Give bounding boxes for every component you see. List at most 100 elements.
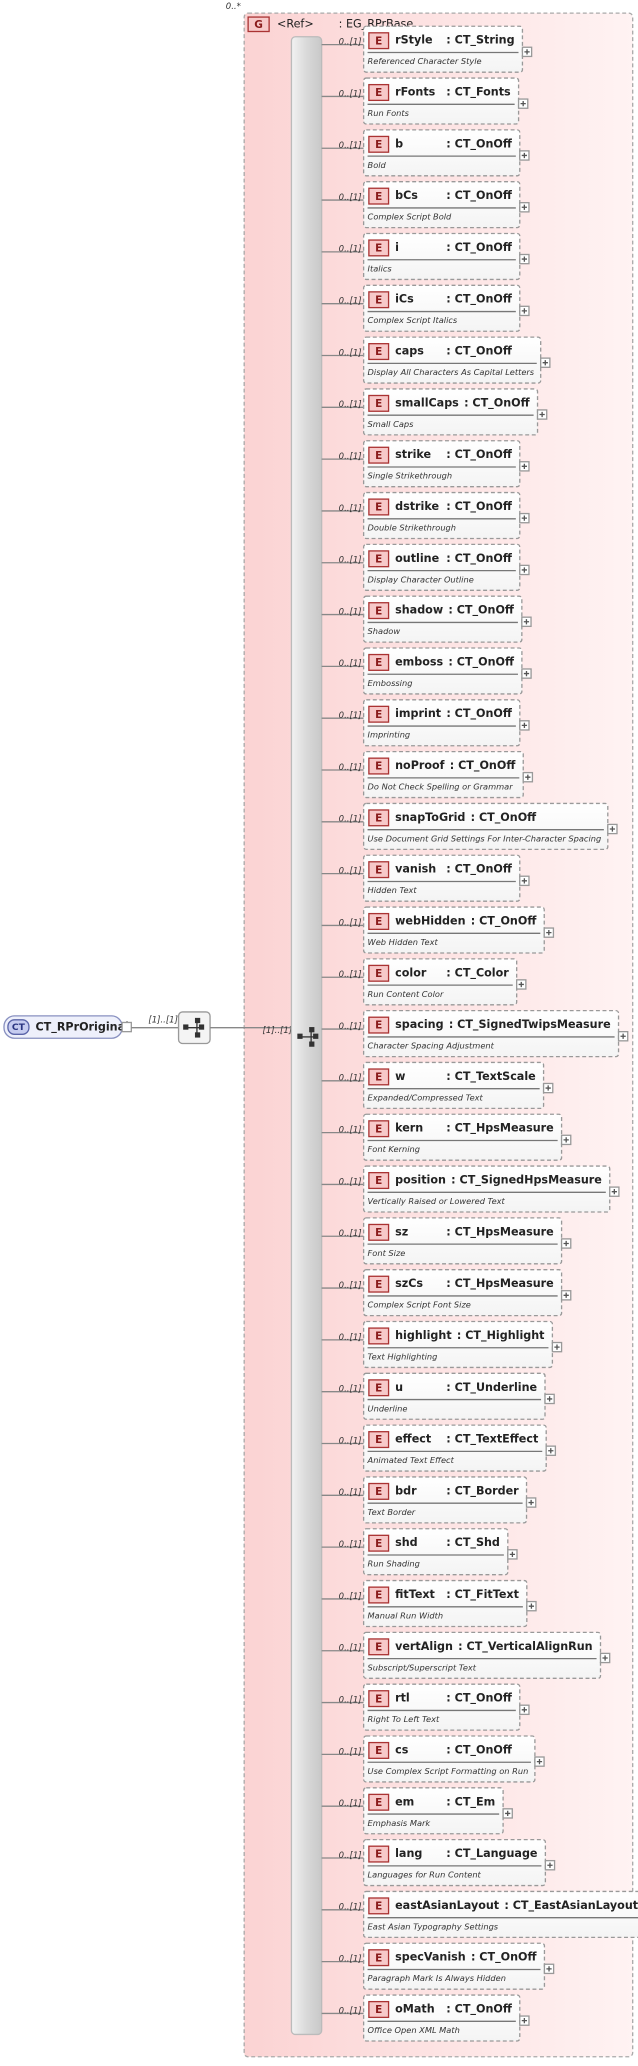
element-type: : CT_VerticalAlignRun [458,1640,593,1653]
element-description: Use Document Grid Settings For Inter-Cha… [368,833,602,843]
element-type: : CT_SignedTwipsMeasure [449,1018,611,1031]
element-type: : CT_Highlight [457,1329,545,1342]
element-name: effect [395,1433,432,1446]
element-icon: E [375,709,382,721]
expander-plus [542,360,548,366]
element-cardinality: 0..[1] [339,1747,362,1757]
expander-plus [563,1292,569,1298]
element-name: iCs [395,293,414,306]
element-icon-box [368,1171,390,1190]
element-name: smallCaps [395,396,459,409]
expander-plus [521,515,527,521]
element-type: : CT_SignedHpsMeasure [451,1174,602,1187]
expander-plus [611,1189,617,1195]
element-description: Complex Script Italics [368,315,458,325]
element-type: : CT_OnOff [446,241,513,254]
element-icon-box [368,1690,390,1708]
element-cardinality: 0..[1] [339,193,362,203]
element-description: Subscript/Superscript Text [368,1662,477,1672]
element-type: : CT_HpsMeasure [446,1225,554,1238]
sequence-bar [290,36,323,2036]
element-icon: E [375,864,382,876]
element-description: Text Border [368,1507,416,1517]
element-type: : CT_Em [446,1795,495,1808]
expander-plus [536,1758,543,1765]
element-cardinality: 0..[1] [339,659,362,669]
element-cardinality: 0..[1] [339,245,362,255]
element-description: Font Size [368,1248,406,1258]
element-type: : CT_TextEffect [446,1433,539,1446]
element-icon: E [375,2004,382,2016]
element-description: Office Open XML Math [368,2025,460,2035]
element-cardinality: 0..[1] [339,1074,362,1084]
element-icon: E [375,502,382,514]
element-type: : CT_Underline [446,1381,537,1394]
element-icon: E [375,191,382,203]
element-cardinality: 0..[1] [339,1540,362,1550]
element-description: Double Strikethrough [368,522,456,532]
group-ref: <Ref> [277,17,314,30]
expander-plus [547,1862,553,1868]
element-icon-box [368,239,390,257]
element-name: strike [395,448,431,461]
expander-plus [548,1448,554,1454]
element-icon-box [368,446,390,464]
expander-plus [546,1966,552,1972]
element-icon-box [368,1638,390,1656]
element-cardinality: 0..[1] [339,141,362,151]
element-cardinality: 0..[1] [339,1281,362,1291]
element-name: cs [395,1743,409,1756]
expander-plus [521,204,527,210]
expander-plus [518,981,524,988]
element-icon-box [368,550,390,568]
element-icon: E [375,1331,382,1343]
element-name: vanish [395,863,436,876]
element-description: Languages for Run Content [368,1870,482,1880]
element-icon: E [375,605,382,617]
element-icon: E [375,1849,382,1861]
root-icon: CT [12,1022,26,1033]
element-icon-box [368,653,390,671]
element-icon: E [375,1434,382,1446]
element-type: : CT_Language [446,1847,538,1860]
element-description: Display Character Outline [368,574,474,584]
expander-plus [521,1707,527,1713]
element-description: East Asian Typography Settings [368,1921,499,1931]
element-cardinality: 0..[1] [339,1177,362,1187]
element-box [362,543,521,591]
expander-plus [554,1344,560,1350]
element-box [362,440,521,488]
expander-plus [563,1137,569,1143]
element-icon: E [375,1693,382,1705]
element-icon-box [368,498,390,516]
element-description: Vertically Raised or Lowered Text [368,1196,506,1206]
element-icon: E [375,1641,382,1653]
element-type: : CT_HpsMeasure [446,1122,554,1135]
element-name: specVanish [395,1951,466,1964]
element-icon-box [368,1845,390,1863]
element-name: fitText [395,1588,435,1601]
element-icon-box [368,1068,390,1086]
element-icon: E [375,398,382,410]
element-icon: E [375,657,382,669]
element-icon-box [368,1120,390,1138]
element-cardinality: 0..[1] [339,1126,362,1136]
root-icon-box [7,1019,30,1035]
expander-plus [524,49,530,55]
element-cardinality: 0..[1] [339,1488,362,1498]
root-name: CT_RPrOriginal [35,1021,128,1034]
element-icon: E [375,243,382,255]
element-icon-box [368,757,390,775]
element-box [362,232,521,281]
element-type: : CT_OnOff [446,1692,513,1705]
sequence-glyph [297,1027,319,1047]
element-description: Expanded/Compressed Text [368,1092,484,1102]
element-icon-box [368,809,390,827]
element-icon-box [368,602,390,620]
